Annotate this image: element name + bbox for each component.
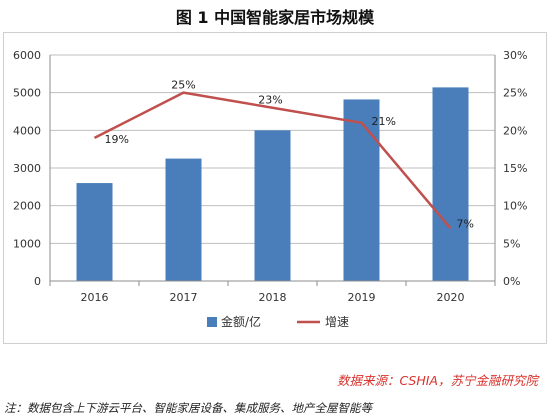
line-data-label: 21% bbox=[372, 115, 396, 128]
footnote: 注：数据包含上下游云平台、智能家居设备、集成服务、地产全屋智能等 bbox=[4, 401, 372, 415]
right-tick-label: 20% bbox=[503, 124, 527, 137]
left-tick-label: 1000 bbox=[13, 237, 41, 250]
line-data-label: 7% bbox=[457, 217, 474, 230]
line-data-label: 19% bbox=[105, 133, 129, 146]
right-axis: 0% 5% 10% 15% 20% 25% 30% bbox=[494, 49, 527, 288]
x-tick-label: 2016 bbox=[81, 291, 109, 304]
growth-line bbox=[93, 91, 452, 230]
bar bbox=[165, 158, 202, 281]
left-axis: 0 1000 2000 3000 4000 5000 6000 bbox=[13, 49, 51, 288]
left-tick-label: 6000 bbox=[13, 49, 41, 62]
chart-area bbox=[3, 32, 547, 344]
legend-line-label: 增速 bbox=[325, 315, 349, 329]
x-tick-label: 2019 bbox=[348, 291, 376, 304]
chart-title: 图 1 中国智能家居市场规模 bbox=[175, 8, 375, 27]
right-tick-label: 0% bbox=[503, 275, 520, 288]
source-text: 数据来源：CSHIA，苏宁金融研究院 bbox=[336, 373, 538, 388]
x-tick-label: 2020 bbox=[437, 291, 465, 304]
bar bbox=[254, 130, 291, 281]
right-tick-label: 15% bbox=[503, 162, 527, 175]
left-tick-label: 0 bbox=[34, 275, 41, 288]
line-data-label: 25% bbox=[171, 79, 195, 92]
right-tick-label: 5% bbox=[503, 237, 520, 250]
left-tick-label: 4000 bbox=[13, 124, 41, 137]
legend: 金额/亿 增速 bbox=[207, 314, 349, 329]
x-tick-label: 2017 bbox=[170, 291, 198, 304]
line-data-label: 23% bbox=[258, 94, 282, 107]
line-series: 19% 25% 23% 21% 7% bbox=[93, 79, 474, 230]
bar bbox=[432, 87, 469, 281]
bar-series bbox=[76, 87, 469, 282]
left-tick-label: 3000 bbox=[13, 162, 41, 175]
x-tick-label: 2018 bbox=[259, 291, 287, 304]
left-tick-label: 2000 bbox=[13, 200, 41, 213]
legend-bar-label: 金额/亿 bbox=[221, 314, 261, 329]
bar bbox=[343, 99, 380, 282]
bar bbox=[76, 183, 113, 281]
x-axis: 2016 2017 2018 2019 2020 bbox=[49, 280, 496, 304]
right-tick-label: 30% bbox=[503, 49, 527, 62]
right-tick-label: 10% bbox=[503, 200, 527, 213]
legend-bar-swatch bbox=[207, 317, 217, 327]
left-tick-label: 5000 bbox=[13, 87, 41, 100]
right-tick-label: 25% bbox=[503, 87, 527, 100]
